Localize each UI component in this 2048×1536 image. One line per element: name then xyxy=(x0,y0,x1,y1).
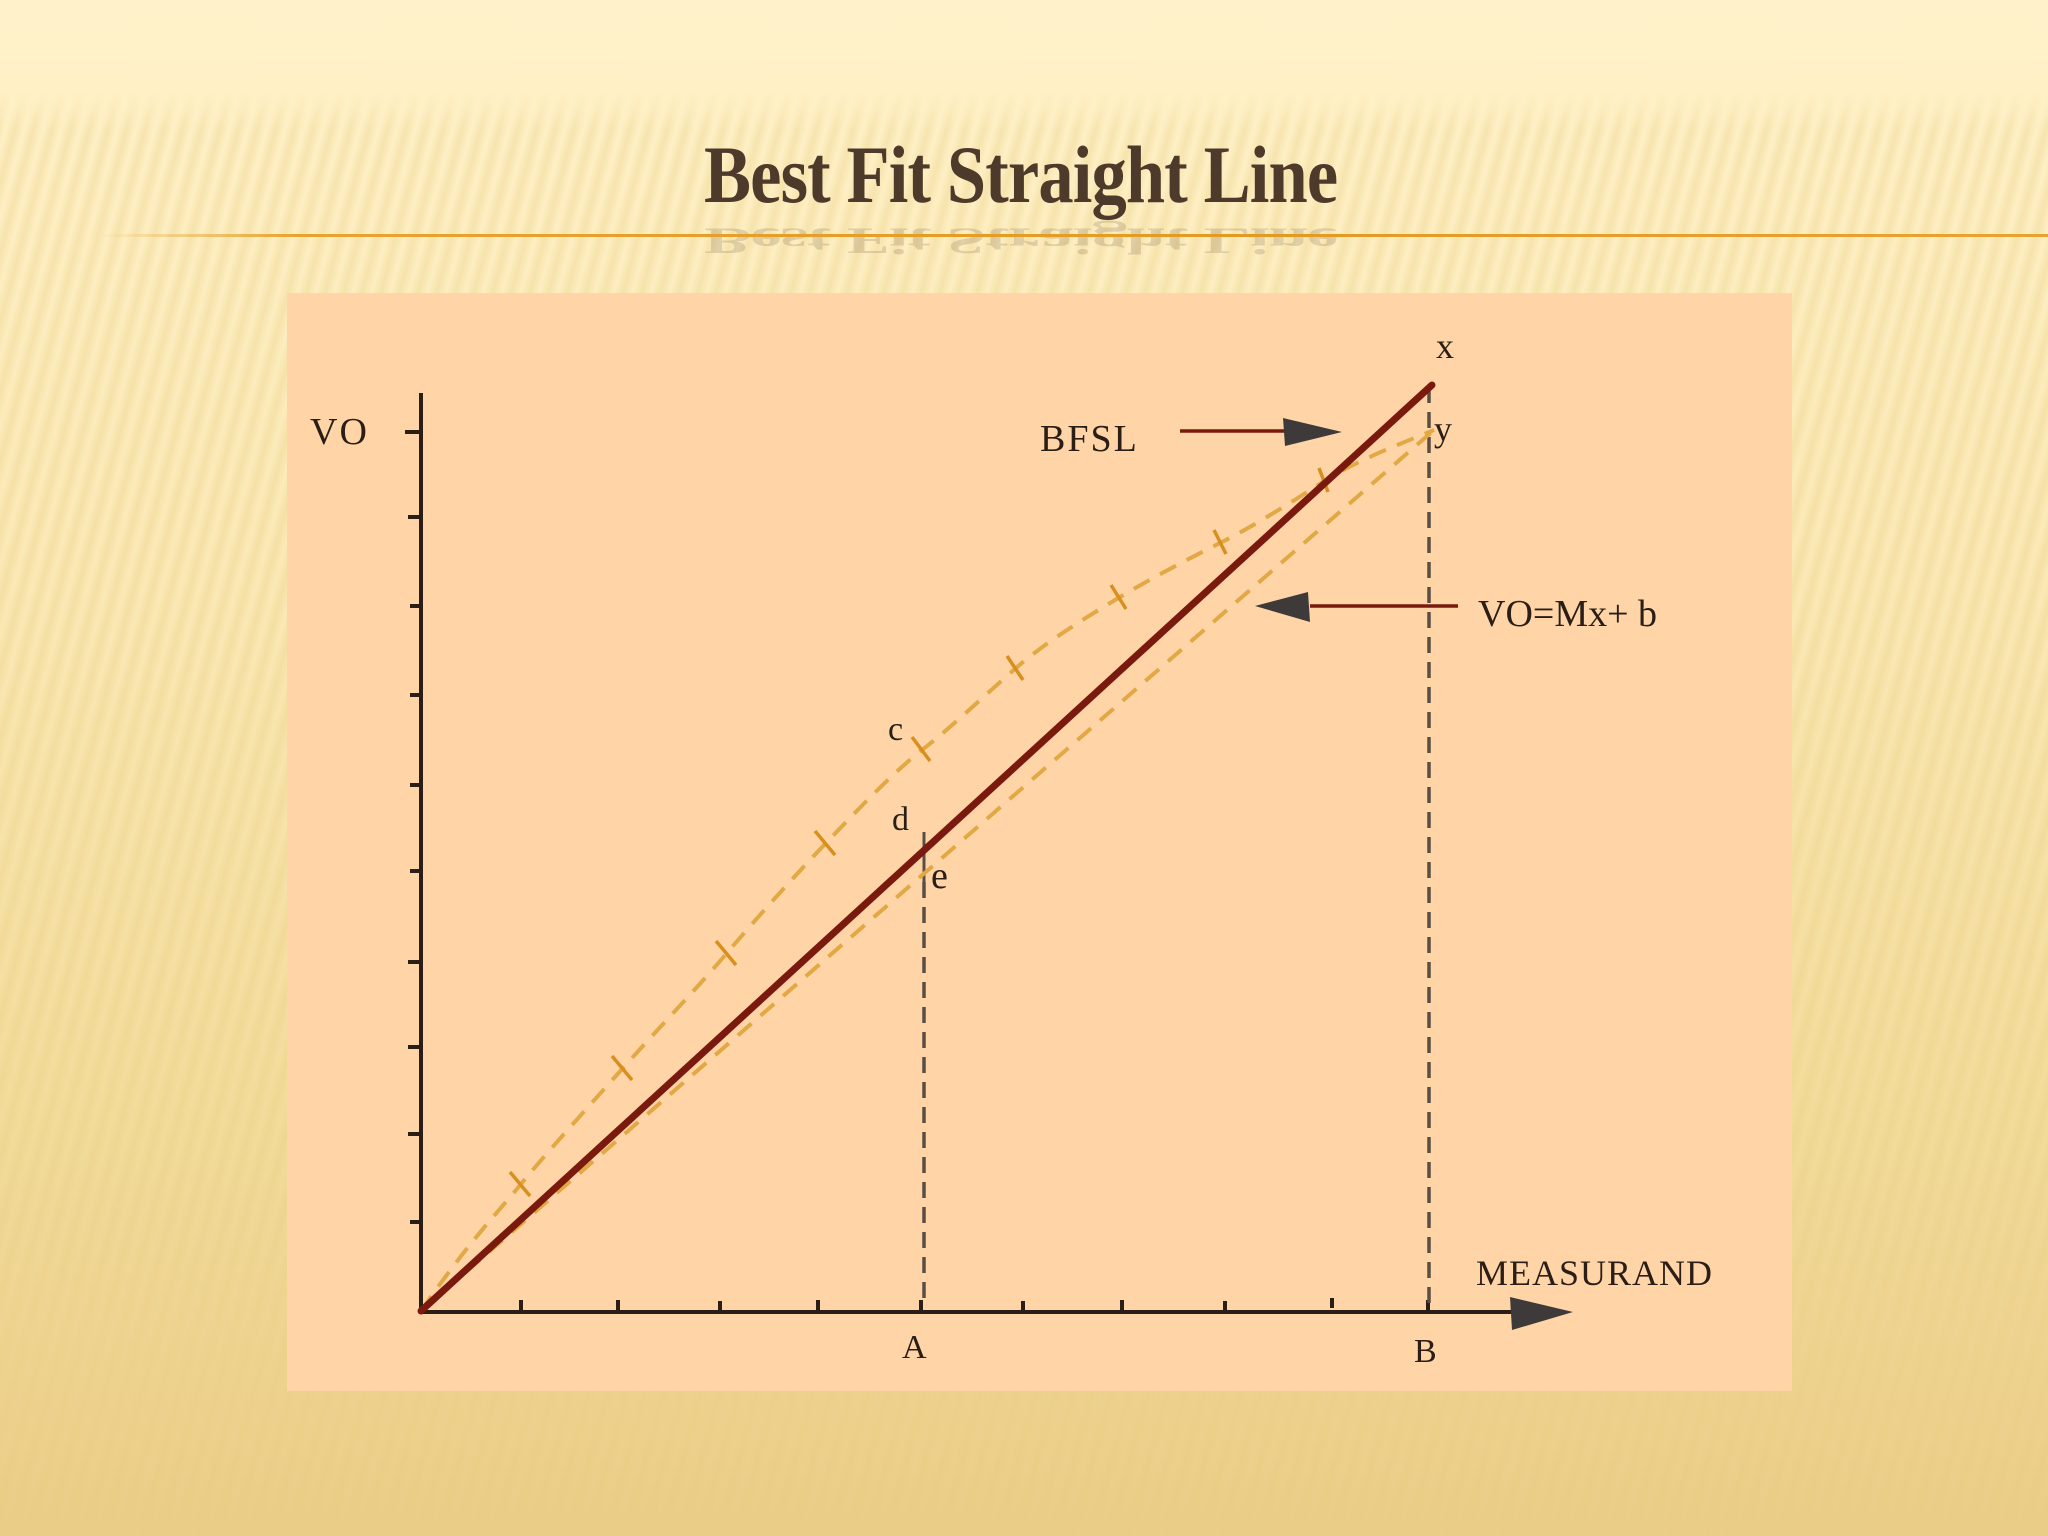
x-axis-label: MEASURAND xyxy=(1476,1253,1713,1293)
x-axis xyxy=(419,1298,1515,1314)
point-label-y: y xyxy=(1434,409,1452,449)
equation-pointer-arrowhead-icon xyxy=(1255,592,1310,622)
x-marker-label-b: B xyxy=(1414,1333,1437,1370)
lower-dashed-line xyxy=(419,428,1436,1313)
bfsl-label: BFSL xyxy=(1040,418,1139,460)
x-marker-label-a: A xyxy=(902,1329,927,1366)
bfsl-line xyxy=(417,381,1436,1315)
point-label-d: d xyxy=(892,801,909,838)
slide-title: Best Fit Straight Line xyxy=(703,129,1338,220)
point-label-x: x xyxy=(1436,326,1454,366)
y-axis-label: VO xyxy=(310,411,369,453)
y-axis xyxy=(405,393,423,1313)
slide-background-top xyxy=(0,0,2048,130)
point-label-c: c xyxy=(888,711,903,748)
equation-label: VO=Mx+ b xyxy=(1478,593,1657,635)
point-label-e: e xyxy=(931,855,948,897)
title-underline-rule xyxy=(100,234,2048,237)
x-axis-arrowhead-icon xyxy=(1510,1297,1573,1330)
bfsl-pointer-arrowhead-icon xyxy=(1283,418,1342,446)
response-curve-markers xyxy=(508,467,1330,1198)
response-curve xyxy=(419,428,1435,1313)
